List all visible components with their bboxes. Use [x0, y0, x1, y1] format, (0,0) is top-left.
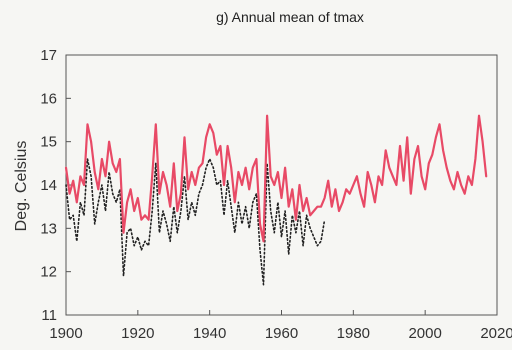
y-tick-label: 15 [40, 134, 57, 151]
y-tick-label: 11 [41, 307, 57, 324]
x-tick-label: 1940 [193, 325, 226, 342]
solid-series-line [64, 114, 488, 243]
series-lines [64, 114, 488, 286]
y-tick-label: 17 [40, 47, 57, 64]
y-tick-label: 14 [40, 177, 57, 194]
plot-frame [65, 54, 498, 316]
x-tick-label: 1960 [265, 325, 298, 342]
x-tick-label: 2020 [480, 325, 512, 342]
chart-title: g) Annual mean of tmax [216, 9, 364, 25]
x-tick-label: 2000 [408, 325, 441, 342]
x-tick-label: 1920 [121, 325, 154, 342]
y-axis-label: Deg. Celsius [13, 141, 30, 232]
x-tick-label: 1900 [49, 325, 82, 342]
x-tick-label: 1980 [337, 325, 370, 342]
y-tick-label: 16 [40, 90, 57, 107]
dotted-series-line [65, 158, 326, 286]
y-tick-label: 12 [40, 264, 57, 281]
axis-ticks: 11 12 13 14 15 16 17 1900 1920 1940 1960 1980 2000 20… [40, 47, 512, 342]
y-tick-label: 13 [40, 220, 57, 237]
